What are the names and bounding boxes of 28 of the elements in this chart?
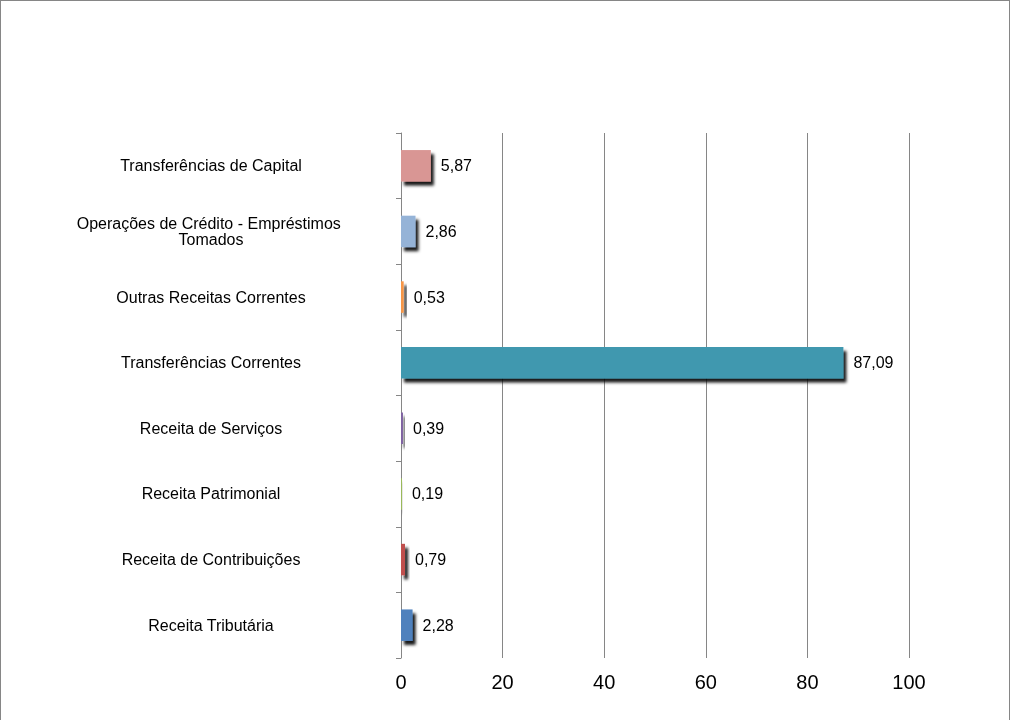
y-tick-label: Receita de Contribuições (121, 551, 301, 569)
data-label: 2,28 (422, 616, 454, 634)
y-tick-label: Operações de Crédito - Empréstimos Tomados (76, 214, 346, 248)
data-label: 5,87 (440, 157, 473, 175)
data-label: 0,53 (413, 288, 445, 306)
y-tick-label: Outras Receitas Correntes (116, 288, 306, 306)
x-tick-label: 100 (892, 671, 926, 693)
y-tick-label: Receita de Serviços (139, 419, 283, 437)
bar (401, 281, 404, 313)
bar (401, 150, 431, 182)
y-tick-label: Receita Tributária (148, 616, 274, 634)
x-tick-label: 0 (395, 671, 407, 693)
y-tick-label: Receita Patrimonial (141, 485, 281, 503)
bar (401, 609, 413, 641)
x-tick-label: 60 (694, 671, 717, 693)
x-tick-label: 40 (593, 671, 616, 693)
bar (401, 346, 844, 379)
y-tick-label: Transferências de Capital (120, 157, 302, 175)
y-tick-label: Transferências Correntes (121, 354, 301, 372)
data-label: 0,79 (415, 551, 447, 569)
data-label: 0,19 (411, 485, 444, 503)
bar (401, 543, 406, 576)
x-tick-label: 80 (796, 671, 819, 693)
data-label: 2,86 (425, 222, 457, 240)
data-label: 87,09 (853, 354, 894, 372)
x-tick-label: 20 (491, 671, 514, 693)
bar (401, 215, 416, 248)
data-label: 0,39 (412, 419, 445, 437)
